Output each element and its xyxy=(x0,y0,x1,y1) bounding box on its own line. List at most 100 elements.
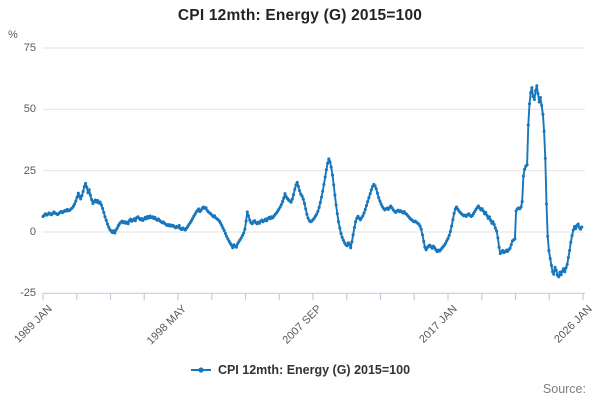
series-point xyxy=(554,268,558,272)
series-point xyxy=(345,244,349,248)
series-point xyxy=(563,270,567,274)
series-point xyxy=(568,249,572,253)
series-point xyxy=(495,229,499,233)
series-point xyxy=(580,225,584,229)
series-point xyxy=(281,200,285,204)
series-point xyxy=(519,205,523,209)
legend-line-marker-icon xyxy=(190,367,211,373)
series-point xyxy=(333,193,337,197)
series-point xyxy=(340,235,344,239)
series-point xyxy=(278,205,282,209)
series-point xyxy=(234,245,238,249)
series-point xyxy=(84,181,88,185)
series-point xyxy=(350,240,354,244)
series-point xyxy=(446,236,450,240)
series-point xyxy=(339,231,343,236)
series-point xyxy=(283,192,287,196)
series-point xyxy=(538,96,542,100)
series-point xyxy=(481,209,485,213)
series-point xyxy=(551,270,555,274)
series-point xyxy=(298,189,302,193)
series-point xyxy=(558,270,562,274)
source-note: Source: xyxy=(542,382,586,396)
series-point xyxy=(79,197,83,201)
series-point xyxy=(445,239,449,243)
series-point xyxy=(293,187,297,191)
series-point xyxy=(422,239,426,243)
series-point xyxy=(423,245,427,249)
series-point xyxy=(73,202,77,206)
series-point xyxy=(244,219,248,223)
series-point xyxy=(329,165,333,169)
series-point xyxy=(80,194,84,198)
y-tick-label-75: 75 xyxy=(23,42,36,54)
series-point xyxy=(226,237,230,241)
series-point xyxy=(373,184,377,188)
series-point xyxy=(302,201,307,206)
series-point xyxy=(177,224,181,228)
series-point xyxy=(322,182,326,186)
series-point xyxy=(566,255,570,260)
series-point xyxy=(90,198,94,202)
series-point xyxy=(378,199,382,203)
series-point xyxy=(548,256,552,261)
series-point xyxy=(508,246,512,250)
series-point xyxy=(351,233,355,237)
series-point xyxy=(104,218,108,222)
series-point xyxy=(565,262,569,266)
series-point xyxy=(418,224,422,228)
series-point xyxy=(204,206,208,210)
series-point xyxy=(304,207,308,211)
y-tick-label--25: -25 xyxy=(20,287,36,300)
series-point xyxy=(103,215,107,219)
series-point xyxy=(246,214,251,218)
series-point xyxy=(296,184,300,188)
series-point xyxy=(547,249,551,253)
series-point xyxy=(497,245,501,249)
series-point xyxy=(301,197,305,201)
series-point xyxy=(529,91,533,95)
series-point xyxy=(133,219,137,223)
series-point xyxy=(419,227,423,231)
series-point xyxy=(113,231,117,235)
series-line xyxy=(42,84,583,278)
series-point xyxy=(242,231,246,235)
series-point xyxy=(535,84,539,88)
series-point xyxy=(368,192,372,196)
legend-label: CPI 12mth: Energy (G) 2015=100 xyxy=(217,363,411,377)
series-point xyxy=(564,266,568,270)
series-point xyxy=(229,243,234,247)
series-point xyxy=(225,234,229,238)
y-tick-label-0: 0 xyxy=(29,226,36,238)
series-point xyxy=(336,220,341,224)
series-point xyxy=(115,226,119,230)
series-point xyxy=(74,199,78,203)
series-point xyxy=(491,220,495,224)
series-point xyxy=(291,193,296,197)
series-point xyxy=(323,175,327,179)
series-point xyxy=(521,174,525,178)
series-point xyxy=(523,167,527,171)
series-point xyxy=(240,233,245,237)
series-point xyxy=(366,200,370,204)
series-point xyxy=(334,203,338,207)
series-point xyxy=(493,226,497,230)
series-point xyxy=(561,267,566,271)
series-point xyxy=(513,237,517,241)
series-point xyxy=(574,227,578,231)
series-point xyxy=(489,218,493,222)
series-point xyxy=(317,205,321,210)
series-point xyxy=(335,212,339,216)
series-point xyxy=(450,224,454,228)
series-point xyxy=(369,188,373,192)
legend-item[interactable]: CPI 12mth: Energy (G) 2015=100 xyxy=(0,363,600,377)
series-point xyxy=(536,92,540,96)
series-point xyxy=(557,275,561,279)
series-point xyxy=(485,213,489,217)
series-point xyxy=(99,203,103,207)
series-point xyxy=(126,222,130,226)
series-point xyxy=(377,196,381,200)
series-point xyxy=(527,102,532,106)
series-point xyxy=(101,206,105,210)
series-point xyxy=(248,218,252,222)
